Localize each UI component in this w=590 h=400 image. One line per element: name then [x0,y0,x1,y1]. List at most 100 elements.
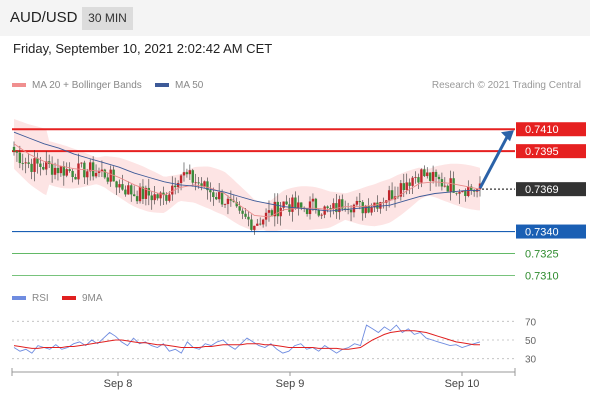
candle-body [261,219,265,225]
candle-body [305,208,309,215]
rsi-line [13,324,481,354]
legend-ma50-label: MA 50 [175,80,204,91]
candle-body [156,194,159,199]
candle-body [168,194,171,201]
candle-body [420,169,423,183]
candle-body [209,190,212,193]
legend-ma20-label: MA 20 + Bollinger Bands [32,80,142,91]
candle-body [130,185,133,195]
ma50-swatch-icon [155,83,169,88]
candle-body [135,196,139,202]
candle-body [53,167,57,175]
rsi-ma-line [13,330,480,350]
level-label-0.7325: 0.7325 [525,248,559,260]
candle-body [21,163,24,164]
candle-body [329,208,332,210]
candle-body [50,164,54,175]
level-label-box [516,224,586,239]
ma20-line [13,143,481,218]
candle-body [200,183,203,187]
candle-body [311,198,315,202]
candle-body [203,181,206,187]
candle-body [100,169,104,172]
candle-body [220,192,224,205]
candle-body [288,204,291,212]
candle-body [24,162,27,164]
candle-body [165,195,168,201]
level-label-box [516,122,586,137]
candle-body [367,205,370,213]
candle-body [470,186,473,190]
candle-body [247,216,250,220]
timeframe-button[interactable]: 30 MIN [82,7,133,30]
candle-body [150,195,153,201]
candle-body [235,202,238,207]
candle-body [253,225,256,230]
candle-body [426,172,429,177]
legend-rsi-ma: 9MA [62,293,103,304]
candle-body [94,172,98,177]
candle-body [106,177,109,182]
currency-pair-title: AUD/USD [10,9,78,26]
legend-rsi-ma-label: 9MA [82,293,103,304]
candle-body [396,196,400,198]
legend-ma20: MA 20 + Bollinger Bands [12,80,142,91]
candle-body [179,175,183,184]
legend-ma50: MA 50 [155,80,203,91]
candle-body [387,190,391,201]
candle-body [56,167,60,174]
candle-body [297,202,300,209]
candle-body [217,192,221,200]
candle-body [276,201,279,217]
candle-body [402,183,405,191]
level-label-0.7410: 0.7410 [525,124,559,136]
x-tick-label-1: Sep 9 [276,378,305,390]
chart-datetime: Friday, September 10, 2021 2:02:42 AM CE… [13,41,273,56]
candle-body [300,202,303,208]
candle-body [18,152,22,164]
candle-body [335,203,338,213]
candle-body [132,194,136,197]
candle-body [241,210,244,214]
current-price-label: 0.7369 [525,184,559,196]
candle-body [59,166,63,174]
candle-body [452,178,455,193]
candle-body [147,187,151,196]
forecast-arrow-shaft [478,134,510,189]
candle-body [185,172,189,175]
candle-body [376,202,379,209]
candle-body [411,177,414,186]
candle-body [417,177,420,183]
candle-body [212,192,215,198]
legend-rsi-label: RSI [32,293,49,304]
candle-body [358,200,362,203]
candle-body [458,192,461,194]
candle-body [197,182,200,184]
candle-body [434,171,438,177]
candle-body [431,171,435,181]
candle-body [30,163,33,172]
candle-body [282,201,285,208]
candle-body [206,181,209,191]
candle-body [341,199,344,209]
candle-body [291,197,294,212]
candle-body [223,204,227,205]
candle-body [326,206,329,209]
rsi-swatch-icon [12,296,26,301]
candle-body [226,198,230,205]
candle-body [332,203,335,210]
candle-body [437,176,441,180]
level-label-0.7395: 0.7395 [525,146,559,158]
candle-body [45,161,48,170]
candle-body [12,146,16,152]
rsi-tick-50: 50 [525,336,537,347]
candle-body [273,201,277,217]
x-tick-label-0: Sep 8 [104,378,133,390]
candle-body [294,197,297,209]
candle-body [109,169,112,182]
candle-body [171,185,174,195]
candle-body [428,172,432,181]
ma20-swatch-icon [12,83,26,88]
candle-body [124,189,127,195]
